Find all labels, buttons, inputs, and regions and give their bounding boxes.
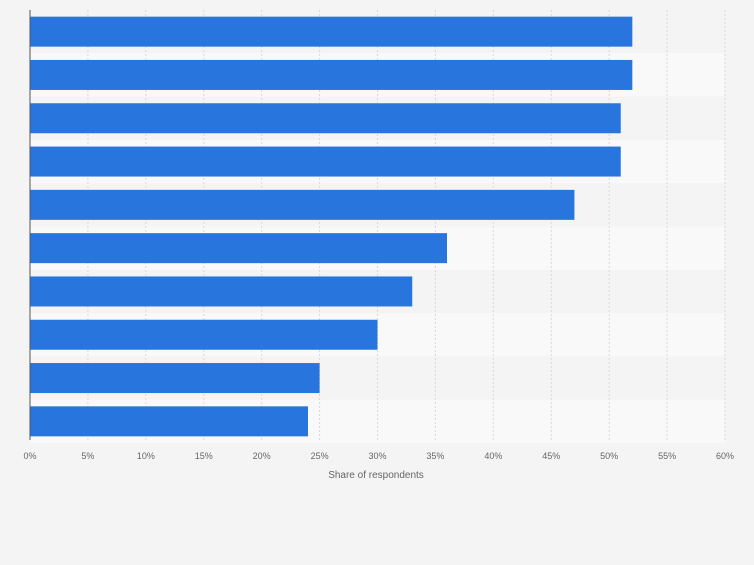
x-tick-label: 30%: [368, 451, 386, 461]
bar[interactable]: [30, 16, 633, 47]
x-tick-label: 60%: [716, 451, 734, 461]
x-tick-label: 15%: [195, 451, 213, 461]
x-tick-label: 55%: [658, 451, 676, 461]
bar[interactable]: [30, 189, 575, 220]
x-tick-label: 50%: [600, 451, 618, 461]
x-tick-label: 20%: [253, 451, 271, 461]
bar[interactable]: [30, 319, 378, 350]
x-tick-label: 25%: [311, 451, 329, 461]
x-tick-label: 10%: [137, 451, 155, 461]
bar[interactable]: [30, 406, 308, 437]
x-tick-label: 40%: [484, 451, 502, 461]
bars: [30, 16, 633, 437]
bar[interactable]: [30, 363, 320, 394]
x-tick-label: 45%: [542, 451, 560, 461]
bar[interactable]: [30, 146, 621, 177]
x-tick-label: 35%: [426, 451, 444, 461]
x-tick-label: 0%: [23, 451, 36, 461]
bar[interactable]: [30, 233, 447, 264]
bar[interactable]: [30, 59, 633, 90]
x-axis-title: Share of respondents: [328, 470, 424, 481]
bar[interactable]: [30, 276, 413, 307]
bar[interactable]: [30, 103, 621, 134]
x-tick-labels: 0% 5% 10% 15% 20% 25% 30% 35% 40% 45% 50% 55% 60%: [23, 451, 734, 461]
x-tick-label: 5%: [81, 451, 94, 461]
